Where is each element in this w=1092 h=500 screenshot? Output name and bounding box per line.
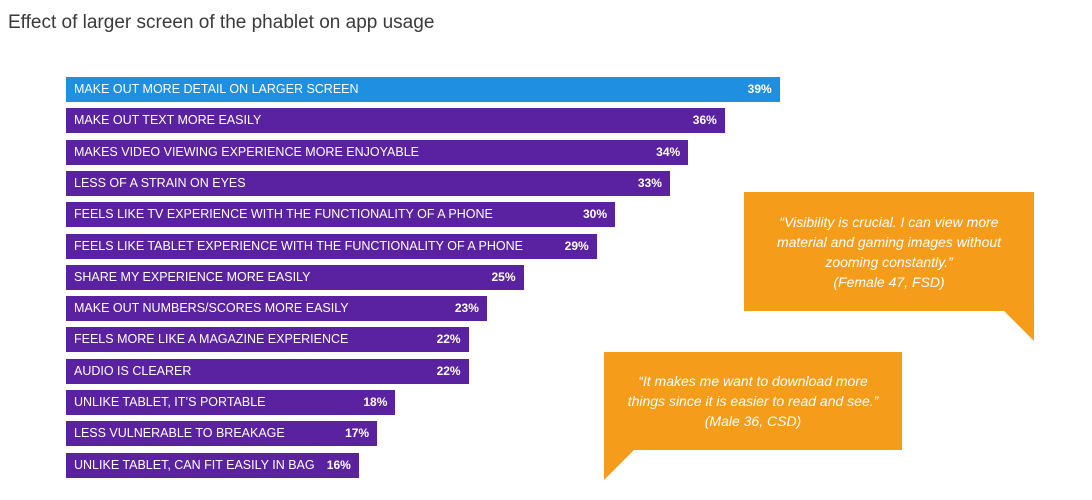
bar-value-label: 39% bbox=[747, 82, 772, 96]
bar-value-label: 22% bbox=[436, 363, 461, 378]
bar-category-label: MAKES VIDEO VIEWING EXPERIENCE MORE ENJO… bbox=[74, 144, 419, 159]
bar-value-label: 25% bbox=[491, 269, 516, 284]
bar: AUDIO IS CLEARER 22% bbox=[66, 358, 469, 384]
quote-line: things since it is easier to read and se… bbox=[627, 393, 879, 409]
bar: FEELS MORE LIKE A MAGAZINE EXPERIENCE 22% bbox=[66, 327, 469, 353]
bar: FEELS LIKE TV EXPERIENCE WITH THE FUNCTI… bbox=[66, 202, 615, 228]
quote-callout-male: “It makes me want to download more thing… bbox=[604, 352, 902, 450]
bar-category-label: FEELS MORE LIKE A MAGAZINE EXPERIENCE bbox=[74, 332, 349, 347]
bar: FEELS LIKE TABLET EXPERIENCE WITH THE FU… bbox=[66, 233, 597, 259]
bar-category-label: AUDIO IS CLEARER bbox=[74, 363, 192, 378]
bar-value-label: 36% bbox=[692, 113, 717, 128]
bar-category-label: FEELS LIKE TABLET EXPERIENCE WITH THE FU… bbox=[74, 238, 523, 253]
bar-value-label: 33% bbox=[637, 175, 662, 190]
bar-category-label: LESS OF A STRAIN ON EYES bbox=[74, 175, 246, 190]
bar-value-label: 18% bbox=[363, 395, 388, 409]
bar-value-label: 23% bbox=[454, 301, 479, 316]
bar-category-label: UNLIKE TABLET, CAN FIT EASILY IN BAG bbox=[74, 457, 315, 472]
bar-value-label: 29% bbox=[564, 238, 589, 253]
bar-value-label: 22% bbox=[436, 332, 461, 347]
bar-category-label: MAKE OUT MORE DETAIL ON LARGER SCREEN bbox=[74, 82, 359, 96]
bar-value-label: 34% bbox=[656, 144, 681, 159]
bar-category-label: LESS VULNERABLE TO BREAKAGE bbox=[74, 426, 285, 441]
quote-line: “Visibility is crucial. I can view more bbox=[779, 213, 999, 230]
callout-tail bbox=[1004, 311, 1034, 341]
bar: MAKES VIDEO VIEWING EXPERIENCE MORE ENJO… bbox=[66, 139, 689, 165]
quote-line: zooming constantly.” bbox=[825, 253, 953, 270]
quote-callout-female: “Visibility is crucial. I can view more … bbox=[744, 192, 1034, 311]
bar: MAKE OUT TEXT MORE EASILY 36% bbox=[66, 108, 725, 134]
bar-value-label: 16% bbox=[326, 457, 351, 472]
quote-attribution: (Female 47, FSD) bbox=[833, 273, 945, 290]
quote-attribution: (Male 36, CSD) bbox=[704, 413, 802, 429]
bar-category-label: MAKE OUT NUMBERS/SCORES MORE EASILY bbox=[74, 301, 349, 316]
quote-text: “Visibility is crucial. I can view more … bbox=[763, 212, 1015, 292]
bar: LESS VULNERABLE TO BREAKAGE 17% bbox=[66, 421, 378, 447]
bar-value-label: 17% bbox=[345, 426, 370, 441]
bar: UNLIKE TABLET, CAN FIT EASILY IN BAG 16% bbox=[66, 452, 359, 478]
chart-title: Effect of larger screen of the phablet o… bbox=[8, 12, 435, 33]
bar: MAKE OUT NUMBERS/SCORES MORE EASILY 23% bbox=[66, 296, 487, 322]
bar: SHARE MY EXPERIENCE MORE EASILY 25% bbox=[66, 264, 524, 290]
bar-value-label: 30% bbox=[582, 207, 607, 222]
quote-text: “It makes me want to download more thing… bbox=[614, 371, 893, 431]
bar: LESS OF A STRAIN ON EYES 33% bbox=[66, 170, 670, 196]
bar-category-label: FEELS LIKE TV EXPERIENCE WITH THE FUNCTI… bbox=[74, 207, 493, 222]
quote-line: “It makes me want to download more bbox=[638, 373, 868, 389]
bar-category-label: UNLIKE TABLET, IT’S PORTABLE bbox=[74, 395, 266, 409]
callout-tail bbox=[604, 450, 634, 480]
quote-line: material and gaming images without bbox=[776, 233, 1002, 250]
bar: MAKE OUT MORE DETAIL ON LARGER SCREEN 39% bbox=[66, 77, 780, 102]
bar-category-label: SHARE MY EXPERIENCE MORE EASILY bbox=[74, 269, 311, 284]
bar: UNLIKE TABLET, IT’S PORTABLE 18% bbox=[66, 390, 396, 415]
bar-category-label: MAKE OUT TEXT MORE EASILY bbox=[74, 113, 262, 128]
